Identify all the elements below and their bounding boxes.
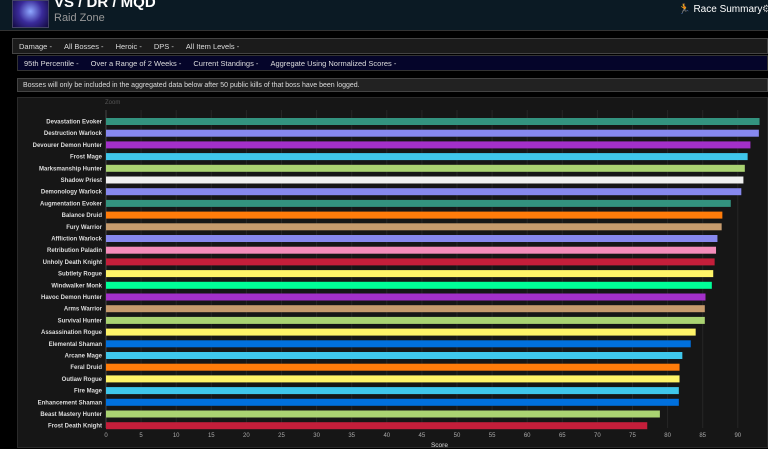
raid-logo — [12, 0, 49, 28]
filter-metric[interactable]: Damage — [19, 42, 52, 51]
filter-range[interactable]: Over a Range of 2 Weeks — [91, 59, 182, 68]
x-tick-label: 30 — [313, 433, 320, 439]
bar-frost-mage — [106, 153, 748, 161]
bar-frost-death-knight — [106, 422, 648, 430]
category-label: Outlaw Rogue — [62, 377, 103, 383]
category-label: Affliction Warlock — [51, 237, 102, 243]
bar-retribution-paladin — [106, 246, 717, 254]
bar-marksmanship-hunter — [106, 164, 745, 172]
race-summary-label: Race Summary — [693, 4, 763, 15]
category-label: Windwalker Monk — [51, 283, 102, 289]
x-tick-label: 50 — [454, 433, 461, 439]
filter-difficulty[interactable]: Heroic — [116, 42, 142, 51]
x-tick-label: 65 — [559, 433, 566, 439]
bar-beast-mastery-hunter — [106, 410, 660, 418]
x-tick-label: 40 — [383, 433, 390, 439]
bar-balance-druid — [106, 211, 723, 219]
bar-arcane-mage — [106, 352, 683, 359]
x-tick-label: 85 — [699, 433, 706, 439]
filter-bar-secondary: 95th Percentile Over a Range of 2 Weeks … — [17, 55, 768, 71]
category-label: Fury Warrior — [66, 225, 102, 231]
page-title: VS / DR / MQD — [54, 0, 156, 11]
bar-destruction-warlock — [106, 129, 759, 137]
bar-elemental-shaman — [106, 340, 691, 348]
filter-bar-primary: Damage All Bosses Heroic DPS All Item Le… — [12, 38, 768, 54]
race-summary-link[interactable]: 🏃 Race Summary — [678, 4, 762, 15]
bar-outlaw-rogue — [106, 375, 680, 383]
category-label: Subtlety Rogue — [58, 272, 103, 278]
bar-windwalker-monk — [106, 281, 712, 289]
category-label: Unholy Death Knight — [43, 260, 102, 266]
category-label: Destruction Warlock — [44, 131, 103, 137]
notice-banner: Bosses will only be included in the aggr… — [17, 78, 768, 92]
category-label: Enhancement Shaman — [38, 400, 103, 406]
running-person-icon: 🏃 — [678, 4, 691, 15]
category-label: Assassination Rogue — [41, 330, 103, 336]
x-tick-label: 5 — [139, 433, 143, 439]
bar-fire-mage — [106, 387, 679, 395]
bar-arms-warrior — [106, 305, 705, 313]
bar-enhancement-shaman — [106, 398, 679, 406]
page-subtitle: Raid Zone — [54, 12, 105, 24]
category-label: Havoc Demon Hunter — [41, 295, 103, 301]
filter-percentile[interactable]: 95th Percentile — [24, 59, 79, 68]
bar-unholy-death-knight — [106, 258, 715, 266]
score-chart: Zoom 0 5 10 15 20 25 30 35 40 45 50 55 60 65 70 75 80 85 9… — [17, 97, 768, 449]
filter-item-level[interactable]: All Item Levels — [186, 42, 239, 51]
bar-devastation-evoker — [106, 118, 760, 125]
x-tick-label: 15 — [208, 433, 215, 439]
chart-svg: 05101520253035404550556065707580859095Sc… — [33, 110, 760, 449]
x-tick-label: 75 — [629, 433, 636, 439]
bar-fury-warrior — [106, 223, 722, 231]
x-tick-label: 0 — [104, 433, 108, 439]
x-tick-label: 90 — [734, 433, 741, 439]
x-tick-label: 25 — [278, 433, 285, 439]
category-label: Fire Mage — [74, 389, 103, 395]
bar-devourer-demon-hunter — [106, 141, 751, 149]
x-tick-label: 60 — [524, 433, 531, 439]
bar-subtlety-rogue — [106, 270, 714, 278]
category-label: Feral Druid — [70, 365, 102, 371]
category-label: Demonology Warlock — [41, 190, 103, 196]
category-label: Elemental Shaman — [49, 342, 103, 348]
category-label: Shadow Priest — [61, 178, 102, 184]
filter-bosses[interactable]: All Bosses — [64, 42, 104, 51]
settings-icon[interactable]: ⚙ — [762, 4, 768, 15]
bar-havoc-demon-hunter — [106, 293, 706, 301]
bar-affliction-warlock — [106, 235, 718, 242]
zoom-label[interactable]: Zoom — [105, 100, 121, 106]
x-tick-label: 70 — [594, 433, 601, 439]
x-tick-label: 20 — [243, 433, 250, 439]
category-label: Devourer Demon Hunter — [33, 143, 103, 149]
x-axis-title: Score — [431, 442, 448, 449]
bar-shadow-priest — [106, 176, 744, 184]
x-tick-label: 10 — [173, 433, 180, 439]
category-label: Augmentation Evoker — [40, 201, 103, 207]
bar-assassination-rogue — [106, 328, 696, 336]
bar-demonology-warlock — [106, 188, 742, 196]
bar-feral-druid — [106, 363, 680, 371]
category-label: Retribution Paladin — [47, 248, 102, 254]
filter-role[interactable]: DPS — [154, 42, 174, 51]
bar-survival-hunter — [106, 316, 705, 324]
category-label: Frost Mage — [70, 155, 103, 161]
bar-augmentation-evoker — [106, 199, 731, 207]
category-label: Balance Druid — [62, 213, 103, 219]
filter-standings[interactable]: Current Standings — [193, 59, 258, 68]
category-label: Survival Hunter — [58, 318, 103, 324]
category-label: Beast Mastery Hunter — [40, 412, 102, 418]
x-tick-label: 80 — [664, 433, 671, 439]
x-tick-label: 55 — [489, 433, 496, 439]
x-tick-label: 35 — [348, 433, 355, 439]
category-label: Arms Warrior — [64, 307, 103, 313]
category-label: Frost Death Knight — [48, 424, 102, 430]
filter-aggregate[interactable]: Aggregate Using Normalized Scores — [270, 59, 396, 68]
x-tick-label: 45 — [419, 433, 426, 439]
category-label: Arcane Mage — [65, 354, 103, 360]
category-label: Devastation Evoker — [46, 120, 102, 126]
header: VS / DR / MQD Raid Zone 🏃 Race Summary ⚙ — [0, 0, 768, 31]
category-label: Marksmanship Hunter — [39, 166, 103, 172]
